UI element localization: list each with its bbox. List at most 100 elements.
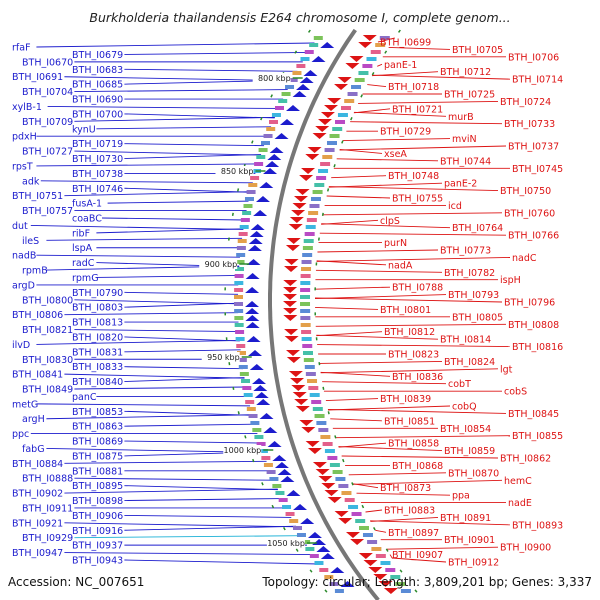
gene-label-BTH_I0706[interactable]: BTH_I0706 [508,52,559,63]
gene-label-BTH_I0881[interactable]: BTH_I0881 [72,466,123,477]
gene-label-BTH_I0699[interactable]: BTH_I0699 [380,38,431,49]
gene-label-BTH_I0870[interactable]: BTH_I0870 [448,468,499,479]
gene-label-ilvD[interactable]: ilvD [12,340,30,351]
gene-label-BTH_I0788[interactable]: BTH_I0788 [392,283,443,294]
gene-label-BTH_I0751[interactable]: BTH_I0751 [12,191,63,202]
gene-label-BTH_I0831[interactable]: BTH_I0831 [72,347,123,358]
gene-label-mviN[interactable]: mviN [452,134,477,145]
gene-label-radC[interactable]: radC [72,258,95,269]
gene-label-BTH_I0800[interactable]: BTH_I0800 [22,295,73,306]
gene-label-ispH[interactable]: ispH [500,275,521,286]
gene-label-metG[interactable]: metG [12,399,38,410]
gene-label-BTH_I0812[interactable]: BTH_I0812 [384,327,435,338]
gene-label-BTH_I0947[interactable]: BTH_I0947 [12,548,63,559]
gene-label-BTH_I0755[interactable]: BTH_I0755 [392,194,443,205]
gene-label-BTH_I0808[interactable]: BTH_I0808 [508,320,559,331]
gene-label-ribF[interactable]: ribF [72,228,90,239]
gene-label-rpsT[interactable]: rpsT [12,161,33,172]
gene-label-panE-2[interactable]: panE-2 [444,179,477,190]
gene-label-BTH_I0833[interactable]: BTH_I0833 [72,362,123,373]
gene-label-fabG[interactable]: fabG [22,444,45,455]
gene-label-BTH_I0854[interactable]: BTH_I0854 [440,424,491,435]
gene-label-BTH_I0863[interactable]: BTH_I0863 [72,422,123,433]
gene-label-BTH_I0745[interactable]: BTH_I0745 [512,164,563,175]
gene-label-BTH_I0782[interactable]: BTH_I0782 [444,268,495,279]
gene-label-nadB[interactable]: nadB [12,251,36,262]
gene-label-hemC[interactable]: hemC [504,476,532,487]
gene-label-cobT[interactable]: cobT [448,379,471,390]
gene-label-BTH_I0839[interactable]: BTH_I0839 [380,394,431,405]
gene-label-clpS[interactable]: clpS [380,216,400,227]
gene-label-BTH_I0869[interactable]: BTH_I0869 [72,437,123,448]
gene-label-BTH_I0725[interactable]: BTH_I0725 [444,90,495,101]
gene-label-BTH_I0718[interactable]: BTH_I0718 [388,82,439,93]
gene-label-lgt[interactable]: lgt [500,364,513,375]
gene-label-nadE[interactable]: nadE [508,498,532,509]
gene-label-BTH_I0911[interactable]: BTH_I0911 [22,503,73,514]
gene-label-BTH_I0748[interactable]: BTH_I0748 [388,171,439,182]
gene-label-BTH_I0891[interactable]: BTH_I0891 [440,513,491,524]
gene-label-BTH_I0902[interactable]: BTH_I0902 [12,489,63,500]
gene-label-BTH_I0849[interactable]: BTH_I0849 [22,385,73,396]
gene-label-BTH_I0790[interactable]: BTH_I0790 [72,288,123,299]
gene-label-BTH_I0737[interactable]: BTH_I0737 [508,142,559,153]
gene-label-murB[interactable]: murB [448,112,474,123]
gene-label-argH[interactable]: argH [22,414,45,425]
gene-label-BTH_I0750[interactable]: BTH_I0750 [500,186,551,197]
gene-label-BTH_I0893[interactable]: BTH_I0893 [512,520,563,531]
gene-label-BTH_I0670[interactable]: BTH_I0670 [22,57,73,68]
gene-label-BTH_I0901[interactable]: BTH_I0901 [444,535,495,546]
gene-label-BTH_I0816[interactable]: BTH_I0816 [512,342,563,353]
gene-label-BTH_I0851[interactable]: BTH_I0851 [384,416,435,427]
gene-label-BTH_I0907[interactable]: BTH_I0907 [392,550,443,561]
gene-label-BTH_I0738[interactable]: BTH_I0738 [72,169,123,180]
gene-label-BTH_I0824[interactable]: BTH_I0824 [444,357,495,368]
gene-label-BTH_I0943[interactable]: BTH_I0943 [72,556,123,567]
gene-label-BTH_I0801[interactable]: BTH_I0801 [380,305,431,316]
gene-label-cobQ[interactable]: cobQ [452,402,477,413]
gene-label-BTH_I0764[interactable]: BTH_I0764 [452,223,503,234]
gene-label-ppa[interactable]: ppa [452,491,470,502]
gene-label-coaBC[interactable]: coaBC [72,214,102,225]
gene-label-BTH_I0823[interactable]: BTH_I0823 [388,350,439,361]
gene-label-BTH_I0757[interactable]: BTH_I0757 [22,206,73,217]
gene-label-BTH_I0683[interactable]: BTH_I0683 [72,65,123,76]
gene-label-BTH_I0793[interactable]: BTH_I0793 [448,290,499,301]
gene-label-BTH_I0700[interactable]: BTH_I0700 [72,109,123,120]
gene-label-lspA[interactable]: lspA [72,243,93,254]
gene-label-BTH_I0746[interactable]: BTH_I0746 [72,184,123,195]
gene-label-BTH_I0729[interactable]: BTH_I0729 [380,127,431,138]
gene-label-BTH_I0714[interactable]: BTH_I0714 [512,75,563,86]
gene-label-BTH_I0830[interactable]: BTH_I0830 [22,355,73,366]
gene-label-BTH_I0836[interactable]: BTH_I0836 [392,372,443,383]
gene-label-rpmG[interactable]: rpmG [72,273,99,284]
gene-label-BTH_I0679[interactable]: BTH_I0679 [72,50,123,61]
gene-label-argD[interactable]: argD [12,280,35,291]
gene-label-BTH_I0898[interactable]: BTH_I0898 [72,496,123,507]
gene-label-BTH_I0862[interactable]: BTH_I0862 [500,454,551,465]
gene-label-BTH_I0712[interactable]: BTH_I0712 [440,67,491,78]
gene-label-xseA[interactable]: xseA [384,149,407,160]
gene-label-BTH_I0916[interactable]: BTH_I0916 [72,526,123,537]
gene-label-panE-1[interactable]: panE-1 [384,60,417,71]
gene-label-BTH_I0884[interactable]: BTH_I0884 [12,459,63,470]
gene-label-nadA[interactable]: nadA [388,260,413,271]
gene-label-kynU[interactable]: kynU [72,124,96,135]
gene-label-purN[interactable]: purN [384,238,407,249]
gene-label-cobS[interactable]: cobS [504,387,527,398]
gene-label-BTH_I0900[interactable]: BTH_I0900 [500,543,551,554]
gene-label-BTH_I0719[interactable]: BTH_I0719 [72,139,123,150]
gene-label-BTH_I0805[interactable]: BTH_I0805 [452,312,503,323]
gene-label-BTH_I0724[interactable]: BTH_I0724 [500,97,551,108]
gene-label-BTH_I0912[interactable]: BTH_I0912 [448,558,499,569]
gene-label-BTH_I0721[interactable]: BTH_I0721 [392,104,443,115]
gene-label-BTH_I0806[interactable]: BTH_I0806 [12,310,63,321]
gene-label-BTH_I0773[interactable]: BTH_I0773 [440,246,491,257]
gene-label-BTH_I0685[interactable]: BTH_I0685 [72,80,123,91]
gene-label-BTH_I0705[interactable]: BTH_I0705 [452,45,503,56]
gene-label-ileS[interactable]: ileS [22,236,39,247]
gene-label-BTH_I0820[interactable]: BTH_I0820 [72,332,123,343]
gene-label-BTH_I0803[interactable]: BTH_I0803 [72,303,123,314]
gene-label-BTH_I0796[interactable]: BTH_I0796 [504,298,555,309]
gene-label-BTH_I0888[interactable]: BTH_I0888 [22,474,73,485]
